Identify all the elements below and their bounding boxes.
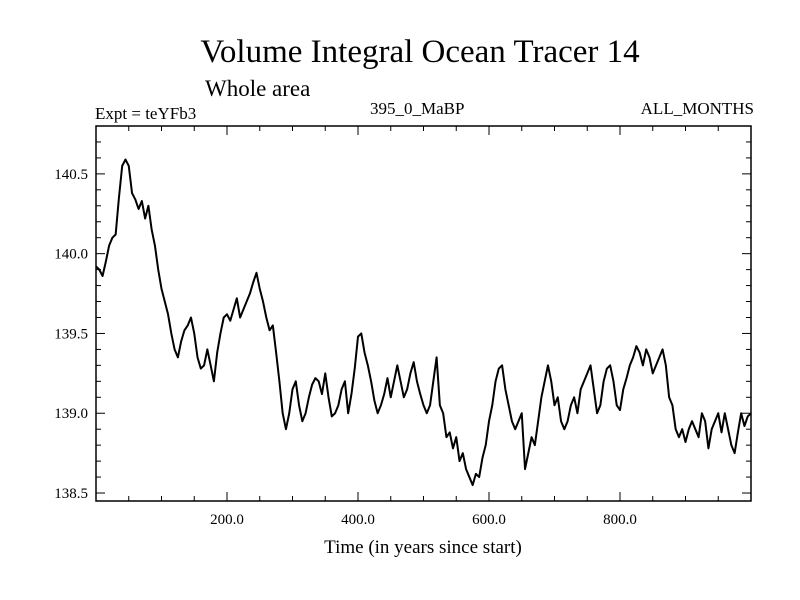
series-line-tracer-14 [95,158,752,487]
months-label: ALL_MONTHS [640,99,754,118]
y-tick-label: 138.5 [54,486,88,502]
x-tick-label: 400.0 [341,512,375,528]
x-tick-label: 800.0 [603,512,637,528]
y-tick-label: 140.0 [54,247,88,263]
chart-title: Volume Integral Ocean Tracer 14 [200,34,640,70]
plot-frame [95,125,752,502]
x-tick-label: 600.0 [472,512,506,528]
axis-ticks [96,125,751,501]
period-label: 395_0_MaBP [370,99,465,118]
x-tick-label: 200.0 [210,512,244,528]
y-tick-label: 140.5 [54,167,88,183]
x-axis-label: Time (in years since start) [324,537,522,558]
y-tick-label: 139.5 [54,326,88,342]
axis-tick-labels: 200.0 400.0 600.0 800.0 138.5 139.0 139.5 140.0… [54,167,637,528]
experiment-label: Expt = teYFb3 [95,104,197,123]
y-tick-label: 139.0 [54,406,88,422]
chart-subtitle: Whole area [205,76,311,101]
